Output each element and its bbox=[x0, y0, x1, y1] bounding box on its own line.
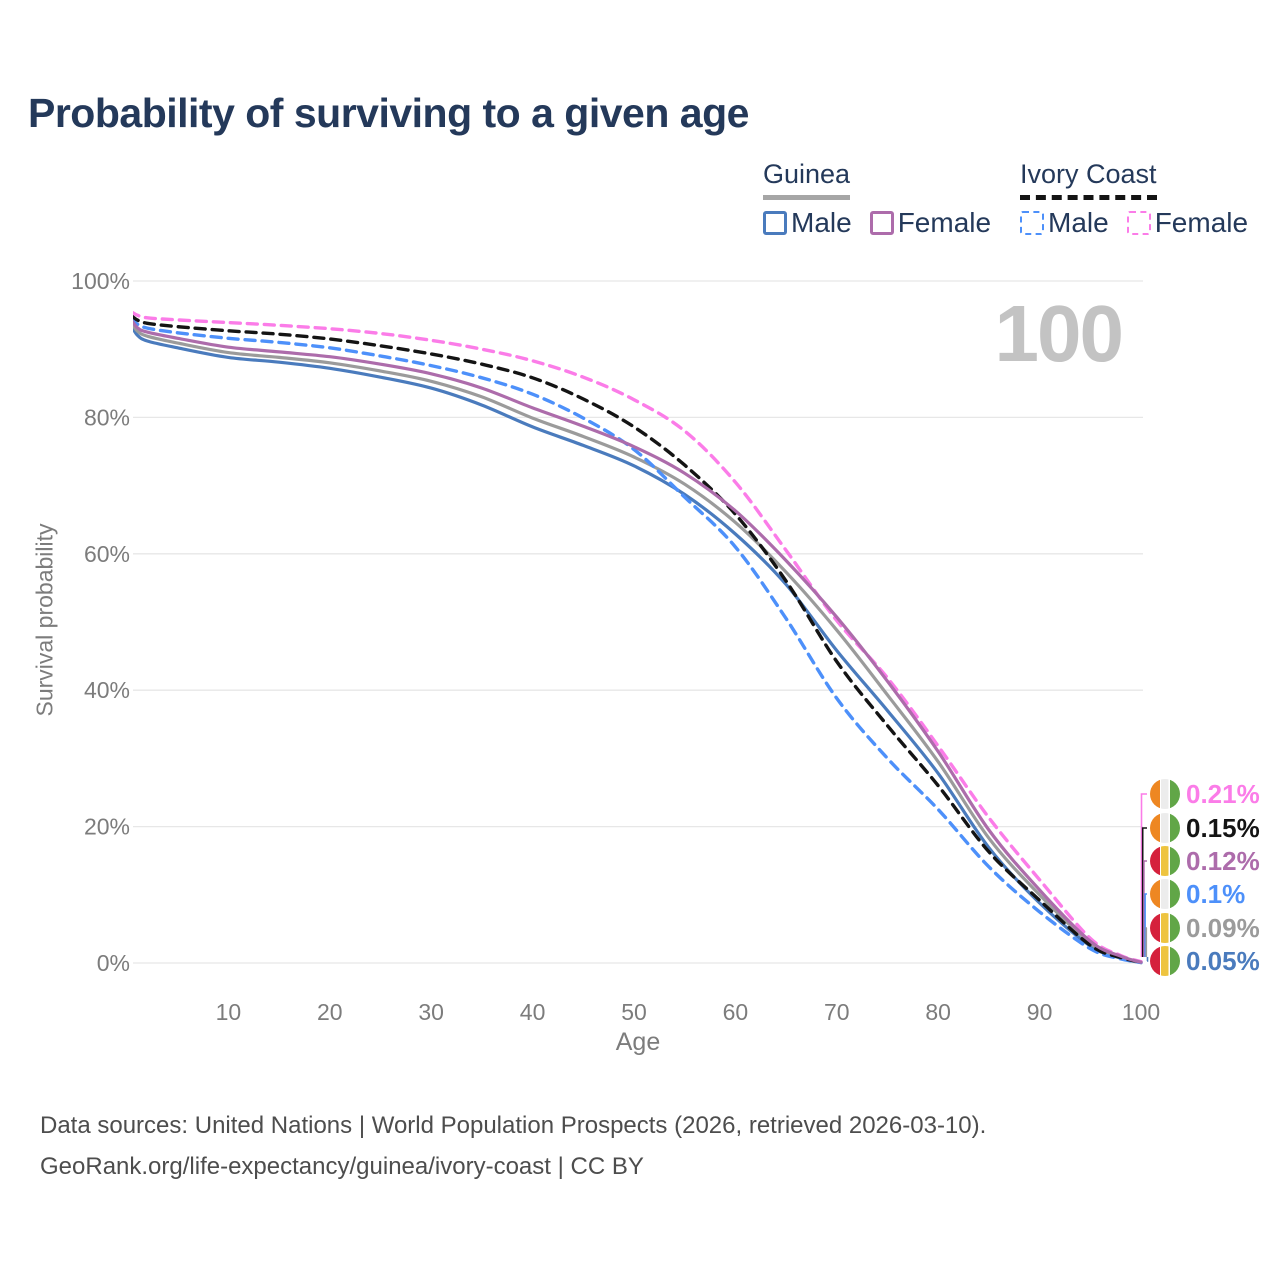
x-tick-label: 80 bbox=[925, 999, 951, 1025]
series-line-guinea-male bbox=[133, 325, 1143, 965]
x-tick-label: 10 bbox=[216, 999, 242, 1025]
x-tick-label: 90 bbox=[1027, 999, 1053, 1025]
x-tick-label: 100 bbox=[1122, 999, 1160, 1025]
end-label-value: 0.12% bbox=[1186, 846, 1260, 876]
legend-item-ivory-coast-male[interactable]: Male bbox=[1020, 206, 1109, 238]
legend-group-ivory-coast: Ivory Coast Male Female bbox=[1020, 159, 1266, 238]
y-tick-label: 20% bbox=[84, 814, 130, 840]
end-label-row: 0.21% bbox=[1150, 778, 1260, 810]
end-label-row: 0.05% bbox=[1150, 945, 1260, 977]
x-tick-label: 50 bbox=[621, 999, 647, 1025]
x-tick-label: 70 bbox=[824, 999, 850, 1025]
end-label-row: 0.09% bbox=[1150, 912, 1260, 944]
legend-item-label: Female bbox=[1154, 206, 1249, 238]
y-tick-label: 0% bbox=[97, 950, 130, 976]
end-label-connector bbox=[1146, 957, 1149, 962]
legend-item-label: Female bbox=[897, 206, 992, 238]
guinea-flag-icon bbox=[1150, 946, 1180, 976]
series-line-guinea-female bbox=[133, 319, 1143, 964]
guinea-female-swatch-icon bbox=[869, 210, 894, 235]
series-line-guinea-both-sexes bbox=[133, 322, 1143, 964]
end-label-value: 0.1% bbox=[1186, 879, 1246, 909]
page-title: Probability of surviving to a given age bbox=[28, 90, 749, 136]
y-tick-label: 80% bbox=[84, 404, 130, 430]
legend-ivory-coast-title[interactable]: Ivory Coast bbox=[1020, 159, 1157, 200]
x-axis-title: Age bbox=[615, 1028, 661, 1056]
ivory-coast-flag-icon bbox=[1150, 813, 1180, 843]
end-label-value: 0.21% bbox=[1186, 779, 1260, 809]
legend-item-guinea-male[interactable]: Male bbox=[763, 206, 852, 238]
guinea-male-swatch-icon bbox=[763, 210, 787, 235]
ivory-coast-female-swatch-icon bbox=[1126, 210, 1151, 235]
legend-item-guinea-female[interactable]: Female bbox=[869, 206, 992, 238]
guinea-flag-icon bbox=[1150, 913, 1180, 943]
guinea-flag-icon bbox=[1150, 846, 1180, 876]
y-tick-label: 100% bbox=[71, 268, 130, 294]
legend-item-label: Male bbox=[791, 206, 852, 238]
footer-attribution: GeoRank.org/life-expectancy/guinea/ivory… bbox=[40, 1153, 644, 1180]
end-label-row: 0.15% bbox=[1150, 812, 1260, 844]
series-line-ivory-coast-male bbox=[133, 318, 1143, 964]
ivory-coast-male-swatch-icon bbox=[1020, 210, 1044, 235]
y-tick-label: 40% bbox=[84, 677, 130, 703]
end-label-value: 0.15% bbox=[1186, 813, 1260, 843]
end-label-row: 0.1% bbox=[1150, 878, 1245, 910]
y-axis-title: Survival probability bbox=[31, 523, 58, 717]
x-tick-label: 30 bbox=[418, 999, 444, 1025]
x-tick-label: 60 bbox=[723, 999, 749, 1025]
end-label-connector bbox=[1145, 927, 1148, 957]
end-label-connector bbox=[1141, 827, 1147, 957]
end-label-connector bbox=[1144, 893, 1147, 957]
x-tick-label: 20 bbox=[317, 999, 343, 1025]
end-label-row: 0.12% bbox=[1150, 845, 1260, 877]
end-label-value: 0.09% bbox=[1186, 913, 1260, 943]
ivory-coast-flag-icon bbox=[1150, 879, 1180, 909]
y-tick-label: 60% bbox=[84, 541, 130, 567]
end-label-connector bbox=[1143, 860, 1147, 957]
series-line-ivory-coast-female bbox=[133, 310, 1143, 964]
ivory-coast-flag-icon bbox=[1150, 779, 1180, 809]
legend-group-guinea: Guinea Male Female bbox=[763, 159, 1009, 238]
footer: Data sources: United Nations | World Pop… bbox=[40, 1105, 986, 1187]
x-tick-label: 40 bbox=[520, 999, 546, 1025]
footer-data-sources: Data sources: United Nations | World Pop… bbox=[40, 1112, 987, 1139]
end-label-connector bbox=[1140, 793, 1147, 957]
legend-guinea-title[interactable]: Guinea bbox=[763, 159, 851, 200]
series-line-ivory-coast-both-sexes bbox=[133, 314, 1143, 964]
legend-item-ivory-coast-female[interactable]: Female bbox=[1126, 206, 1249, 238]
end-label-value: 0.05% bbox=[1186, 946, 1260, 976]
hover-age-watermark: 100 bbox=[994, 289, 1124, 378]
legend-item-label: Male bbox=[1048, 206, 1109, 238]
